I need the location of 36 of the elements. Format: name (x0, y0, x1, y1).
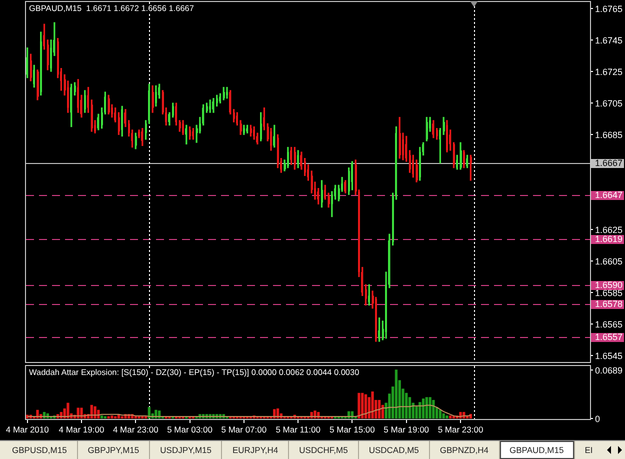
y-tick-label: 0.0689 (595, 365, 623, 376)
y-tick-label: 1.6585 (595, 288, 623, 298)
tab: GBPJPY,M15 (78, 441, 150, 459)
x-tick-label: 4 Mar 19:00 (58, 424, 104, 434)
x-tick-label: 5 Mar 23:00 (438, 424, 484, 434)
ref-line-label: 1.6578 (595, 298, 623, 309)
y-tick-label: 1.6685 (595, 130, 623, 140)
y-tick-label: 1.6605 (595, 256, 623, 266)
x-tick-label: 4 Mar 23:00 (112, 424, 159, 434)
tab: USDCAD,M5 (358, 441, 430, 459)
x-tick-label: 5 Mar 07:00 (221, 424, 267, 434)
chart-title: Waddah Attar Explosion: [S(150) - DZ(30) - EP(15) - TP(15)] 0.0000 0.0062 0.0044 0.0030 (28, 368, 360, 378)
x-tick-label: 4 Mar 2010 (6, 424, 50, 434)
x-tick-label: 5 Mar 03:00 (167, 424, 213, 434)
ref-line-label: 1.6647 (595, 190, 623, 200)
ref-line-label: 1.6667 (595, 158, 623, 168)
y-tick-label: 1.6725 (595, 66, 623, 77)
ref-line-label: 1.6557 (595, 332, 623, 342)
y-tick-label: 1.6765 (595, 4, 623, 14)
y-tick-label: 1.6745 (595, 35, 623, 46)
tab: GBPAUD,M15 (500, 441, 575, 459)
tab: EURJPY,H4 (222, 441, 290, 459)
x-tick-label: 5 Mar 19:00 (384, 424, 430, 434)
y-tick-label: 1.6565 (595, 320, 623, 330)
tab: GBPUSD,M15 (2, 441, 78, 459)
y-tick-label: 1.6625 (595, 224, 623, 235)
tab: USDJPY,M15 (150, 441, 222, 459)
chart-title: GBPAUD,M15 1.6671 1.6672 1.6656 1.6667 (28, 4, 195, 14)
tab: USDCHF,M5 (289, 441, 359, 459)
ref-line-label: 1.6619 (595, 234, 623, 244)
y-tick-label: 0 (595, 414, 600, 424)
y-tick-label: 1.6705 (595, 98, 623, 109)
y-tick-label: 1.6545 (595, 351, 623, 362)
x-tick-label: 5 Mar 11:00 (276, 424, 321, 434)
x-tick-label: 5 Mar 15:00 (330, 424, 376, 434)
ref-line-label: 1.6590 (595, 280, 623, 290)
